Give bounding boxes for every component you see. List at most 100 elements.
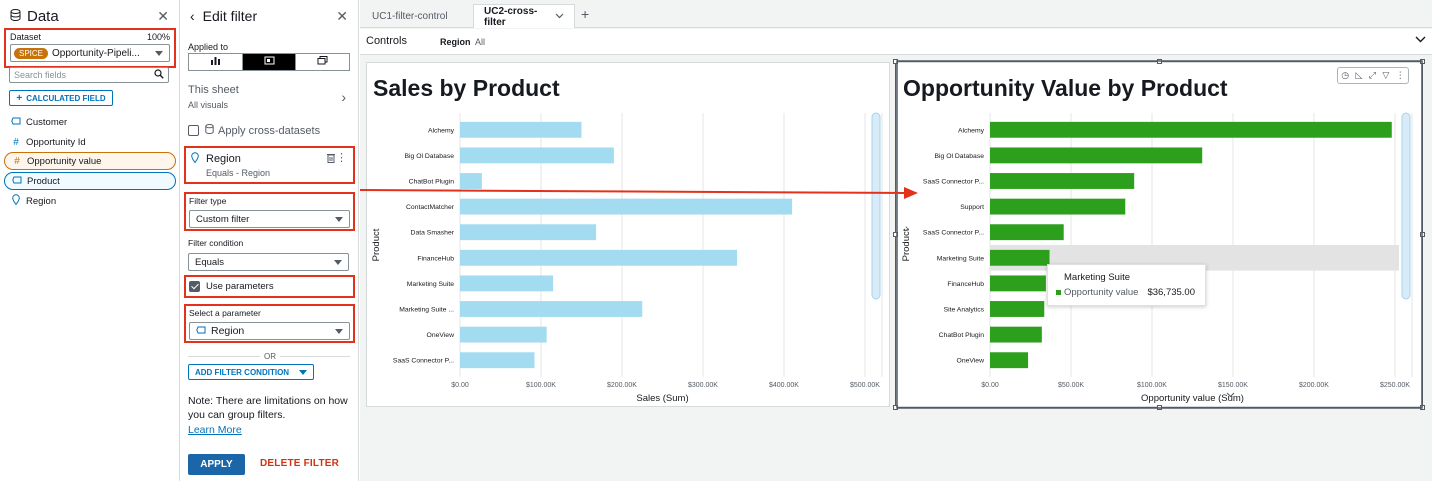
filter-card-subtitle: Equals - Region [206,168,271,178]
category-label: ChatBot Plugin [409,179,455,186]
applied-to-group [188,53,350,71]
close-icon[interactable]: ✕ [157,8,169,24]
add-filter-condition-button[interactable]: ADD FILTER CONDITION [188,364,314,380]
tab-label: UC2-cross-filter [484,5,538,28]
chevron-down-icon[interactable] [555,11,564,22]
field-label: Opportunity Id [26,136,86,148]
apply-button[interactable]: APPLY [188,454,245,475]
dataset-select[interactable]: SPICE Opportunity-Pipeli... [10,44,170,62]
chevron-down-icon[interactable] [1415,34,1426,46]
bar [460,301,643,317]
filter-condition-select[interactable]: Equals [188,253,349,271]
chevron-right-icon[interactable]: › [341,89,346,105]
edit-filter-header: ‹ Edit filter ✕ [190,6,348,26]
learn-more-link[interactable]: Learn More [188,424,242,436]
tab-uc2-cross-filter[interactable]: UC2-cross-filter [473,4,575,28]
delete-filter-button[interactable]: DELETE FILTER [260,458,340,469]
bar-chart-icon [210,56,221,68]
visual-title: Sales by Product [373,75,560,101]
search-fields-input[interactable] [10,68,150,82]
use-parameters-checkbox[interactable] [189,281,200,292]
close-icon[interactable]: ✕ [336,8,348,24]
filter-type-value: Custom filter [196,213,250,225]
visual-selection-frame [895,61,1423,408]
apply-cross-datasets-checkbox[interactable] [188,125,199,136]
x-axis-title: Sales (Sum) [636,393,688,404]
field-label: Product [27,175,60,187]
caret-down-icon [334,260,342,265]
sales-bar-chart: $0.00 $100.00K $200.00K $300.00K $400.00K $50… [371,112,883,404]
bar [460,198,793,215]
region-control-value[interactable]: All [475,37,486,47]
filter-card-region[interactable]: Region Equals - Region ⋮ [184,146,355,184]
use-parameters-row[interactable]: Use parameters [189,281,274,292]
field-region[interactable]: Region [4,192,176,210]
tooltip-swatch [1056,290,1061,295]
or-label: OR [260,352,280,361]
resize-handle[interactable] [893,232,898,237]
y-axis-title: Product [371,228,382,261]
filter-type-label: Filter type [189,196,227,206]
select-parameter-value: Region [211,325,245,337]
tooltip-label: Opportunity value [1064,287,1139,298]
field-product[interactable]: Product [4,172,176,190]
resize-handle[interactable] [1420,232,1425,237]
apply-cross-datasets-row[interactable]: Apply cross-datasets [188,124,320,137]
field-opportunity-id[interactable]: # Opportunity Id [4,133,176,151]
resize-handle[interactable] [1420,59,1425,64]
multi-sheet-option[interactable] [296,54,349,70]
resize-handle[interactable] [893,405,898,410]
x-tick-label: $100.00K [526,382,556,389]
field-customer[interactable]: Customer [4,113,176,131]
x-tick-label: $500.00K [850,382,880,389]
field-label: Region [26,195,57,207]
caret-down-icon [155,51,163,56]
data-panel: Data ✕ Dataset 100% SPICE Opportunity-Pi… [0,0,180,481]
calculated-field-button[interactable]: + CALCULATED FIELD [9,90,113,106]
tab-uc1-filter-control[interactable]: UC1-filter-control [362,4,458,28]
measure-icon: # [13,136,19,148]
filter-type-select[interactable]: Custom filter [189,210,350,228]
dimension-icon [196,326,206,337]
dataset-section: Dataset 100% SPICE Opportunity-Pipeli... [4,28,176,68]
analysis-canvas: UC1-filter-control UC2-cross-filter + Co… [360,0,1432,481]
select-parameter-select[interactable]: Region [189,322,350,340]
trash-icon[interactable] [327,153,335,166]
chart-tooltip: Marketing Suite Opportunity value $36,73… [1047,264,1206,306]
chart-scrollbar [871,112,881,300]
resize-handle[interactable] [1157,405,1162,410]
database-icon [205,124,214,137]
back-chevron-icon[interactable]: ‹ [190,8,195,24]
region-control-label[interactable]: Region [440,37,471,47]
sheet-option[interactable] [242,54,297,70]
limitations-note: Note: There are limitations on how you c… [188,395,348,421]
add-sheet-icon[interactable]: + [581,6,590,22]
tooltip-value: $36,735.00 [1147,287,1195,298]
more-options-icon[interactable]: ⋮ [336,152,347,164]
resize-handle[interactable] [893,59,898,64]
resize-handle[interactable] [1420,405,1425,410]
add-filter-condition-label: ADD FILTER CONDITION [195,367,290,377]
geo-pin-icon [10,194,22,208]
all-visuals-label: All visuals [188,100,229,110]
sheet-icon [264,56,275,68]
field-opportunity-value[interactable]: # Opportunity value [4,152,176,170]
plus-icon: + [16,92,23,104]
edit-filter-title: Edit filter [202,8,258,24]
controls-bar: Controls Region All [360,29,1432,55]
bar [460,173,482,189]
dimension-icon [10,117,22,128]
select-parameter-section: Select a parameter Region [184,304,355,343]
field-label: Opportunity value [27,155,102,167]
category-label: Big Ol Database [405,153,455,160]
bar [460,352,535,369]
search-icon[interactable] [154,69,164,82]
resize-handle[interactable] [1157,59,1162,64]
controls-label: Controls [366,35,407,47]
geo-pin-icon [191,152,199,166]
category-label: ContactMatcher [406,204,455,211]
single-visual-option[interactable] [189,54,243,70]
visual-sales-by-product[interactable]: Sales by Product $0.00 $100.00K $200.00K $3… [366,62,890,407]
category-label: Alchemy [428,127,455,134]
category-label: SaaS Connector P... [393,358,454,365]
